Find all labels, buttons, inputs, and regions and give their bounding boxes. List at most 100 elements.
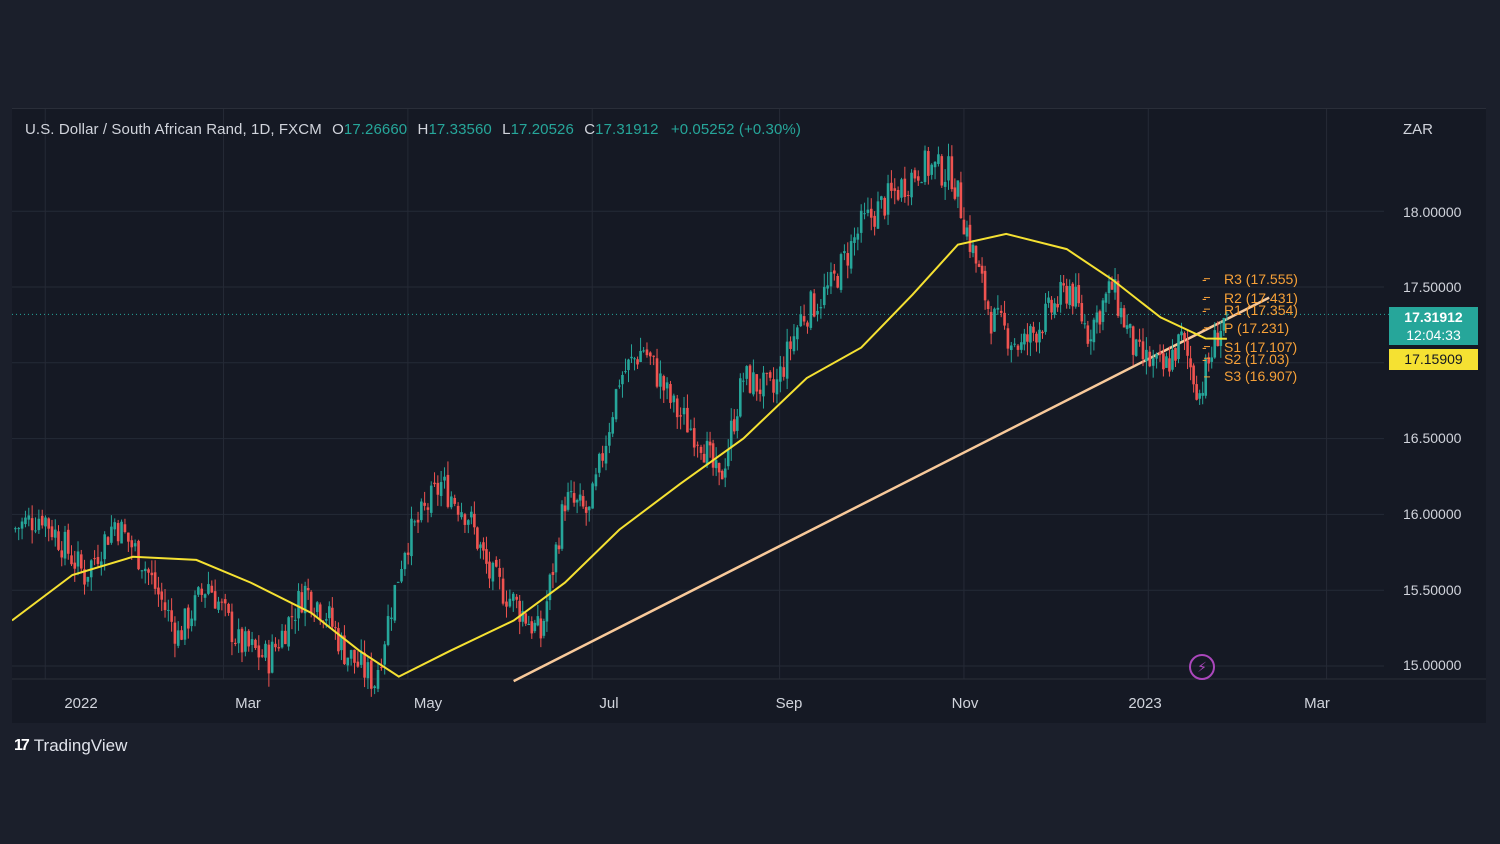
pivot-marker: - <box>1202 351 1207 367</box>
candle-body <box>604 445 608 464</box>
candle-body <box>380 667 383 669</box>
candle-body <box>203 594 207 598</box>
candle-body <box>950 156 954 190</box>
candle-body <box>1035 333 1038 343</box>
candle-body <box>903 178 907 198</box>
candle-body <box>1053 303 1056 315</box>
high-value: 17.33560 <box>428 121 492 138</box>
candle-body <box>439 482 443 496</box>
candle-body <box>708 441 712 446</box>
candle-body <box>1225 314 1229 316</box>
candle-body <box>470 511 473 518</box>
candle-body <box>353 649 356 663</box>
candle-body <box>210 585 214 593</box>
candle-body <box>383 644 387 665</box>
x-tick: Nov <box>951 695 979 712</box>
candle-body <box>591 483 594 509</box>
candle-body <box>443 476 446 481</box>
candle-body <box>554 544 558 573</box>
candle-body <box>527 623 531 626</box>
candle-body <box>996 307 1000 310</box>
chart-panel[interactable]: U.S. Dollar / South African Rand, 1D, FX… <box>12 108 1486 723</box>
candle-body <box>1101 300 1105 322</box>
candle-body <box>73 562 77 569</box>
candle-body <box>257 645 261 658</box>
candle-body <box>113 522 117 530</box>
candle-body <box>1128 323 1132 328</box>
pivot-marker: - <box>1202 320 1207 336</box>
candle-body <box>846 253 850 266</box>
candle-body <box>662 376 666 391</box>
candle-body <box>956 180 960 197</box>
candle-body <box>572 493 576 503</box>
candle-body <box>1080 303 1084 322</box>
candle-body <box>450 496 453 508</box>
candle-body <box>642 350 645 352</box>
candle-body <box>745 366 748 379</box>
tradingview-brand[interactable]: 17 TradingView <box>14 736 127 756</box>
candle-body <box>806 322 809 327</box>
pivot-p-label: P (17.231) <box>1224 320 1290 336</box>
candle-body <box>143 568 147 572</box>
pivot-marker: - <box>1202 290 1207 306</box>
candle-body <box>359 652 363 665</box>
candle-body <box>548 574 552 601</box>
candle-body <box>689 428 693 430</box>
candle-body <box>947 156 950 181</box>
candle-body <box>20 521 24 529</box>
low-label: L <box>502 121 511 138</box>
candle-body <box>1086 325 1090 344</box>
candle-body <box>240 628 244 653</box>
candle-body <box>524 613 528 624</box>
candle-body <box>356 661 360 667</box>
candle-body <box>953 187 957 199</box>
candle-body <box>796 327 799 340</box>
moving-average-tag: 17.15909 <box>1389 349 1478 370</box>
candle-body <box>765 372 769 374</box>
pivot-marker: - <box>1202 271 1207 287</box>
bar-countdown: 12:04:33 <box>1406 327 1461 343</box>
low-value: 17.20526 <box>510 121 574 138</box>
lightning-icon[interactable]: ⚡ <box>1189 654 1215 680</box>
candle-body <box>581 496 585 507</box>
candle-body <box>60 550 64 558</box>
candle-body <box>624 371 627 373</box>
candle-body <box>986 301 990 310</box>
candle-body <box>1207 357 1211 364</box>
candle-body <box>436 482 440 495</box>
candle-body <box>659 373 662 387</box>
candle-body <box>1141 341 1145 360</box>
candle-body <box>940 156 944 186</box>
candle-body <box>1131 326 1135 355</box>
candle-body <box>633 358 636 360</box>
candle-body <box>521 611 525 622</box>
candle-body <box>183 608 187 640</box>
candle-body <box>426 507 430 510</box>
candle-body <box>511 593 515 601</box>
candle-body <box>244 631 247 652</box>
candle-body <box>233 642 237 644</box>
candle-body <box>1047 297 1050 303</box>
candle-body <box>130 540 134 548</box>
candle-body <box>1050 299 1053 313</box>
candle-body <box>1083 323 1087 325</box>
candle-body <box>1213 330 1217 358</box>
candle-body <box>959 182 963 219</box>
candle-body <box>1189 358 1192 368</box>
candle-body <box>542 620 546 636</box>
candle-body <box>390 617 393 620</box>
candle-body <box>782 367 786 377</box>
pivot-s1-label: S1 (17.107) <box>1224 339 1298 355</box>
x-tick: Mar <box>1304 695 1330 712</box>
candle-body <box>1104 293 1108 303</box>
candle-body <box>1013 343 1016 345</box>
candle-body <box>758 389 762 394</box>
candle-body <box>886 183 890 215</box>
open-value: 17.26660 <box>343 121 408 138</box>
price-chart[interactable] <box>12 109 1486 723</box>
candle-body <box>1003 312 1006 326</box>
candle-body <box>621 374 624 385</box>
candle-body <box>150 572 154 576</box>
candle-body <box>826 285 829 289</box>
candle-body <box>1092 319 1096 343</box>
